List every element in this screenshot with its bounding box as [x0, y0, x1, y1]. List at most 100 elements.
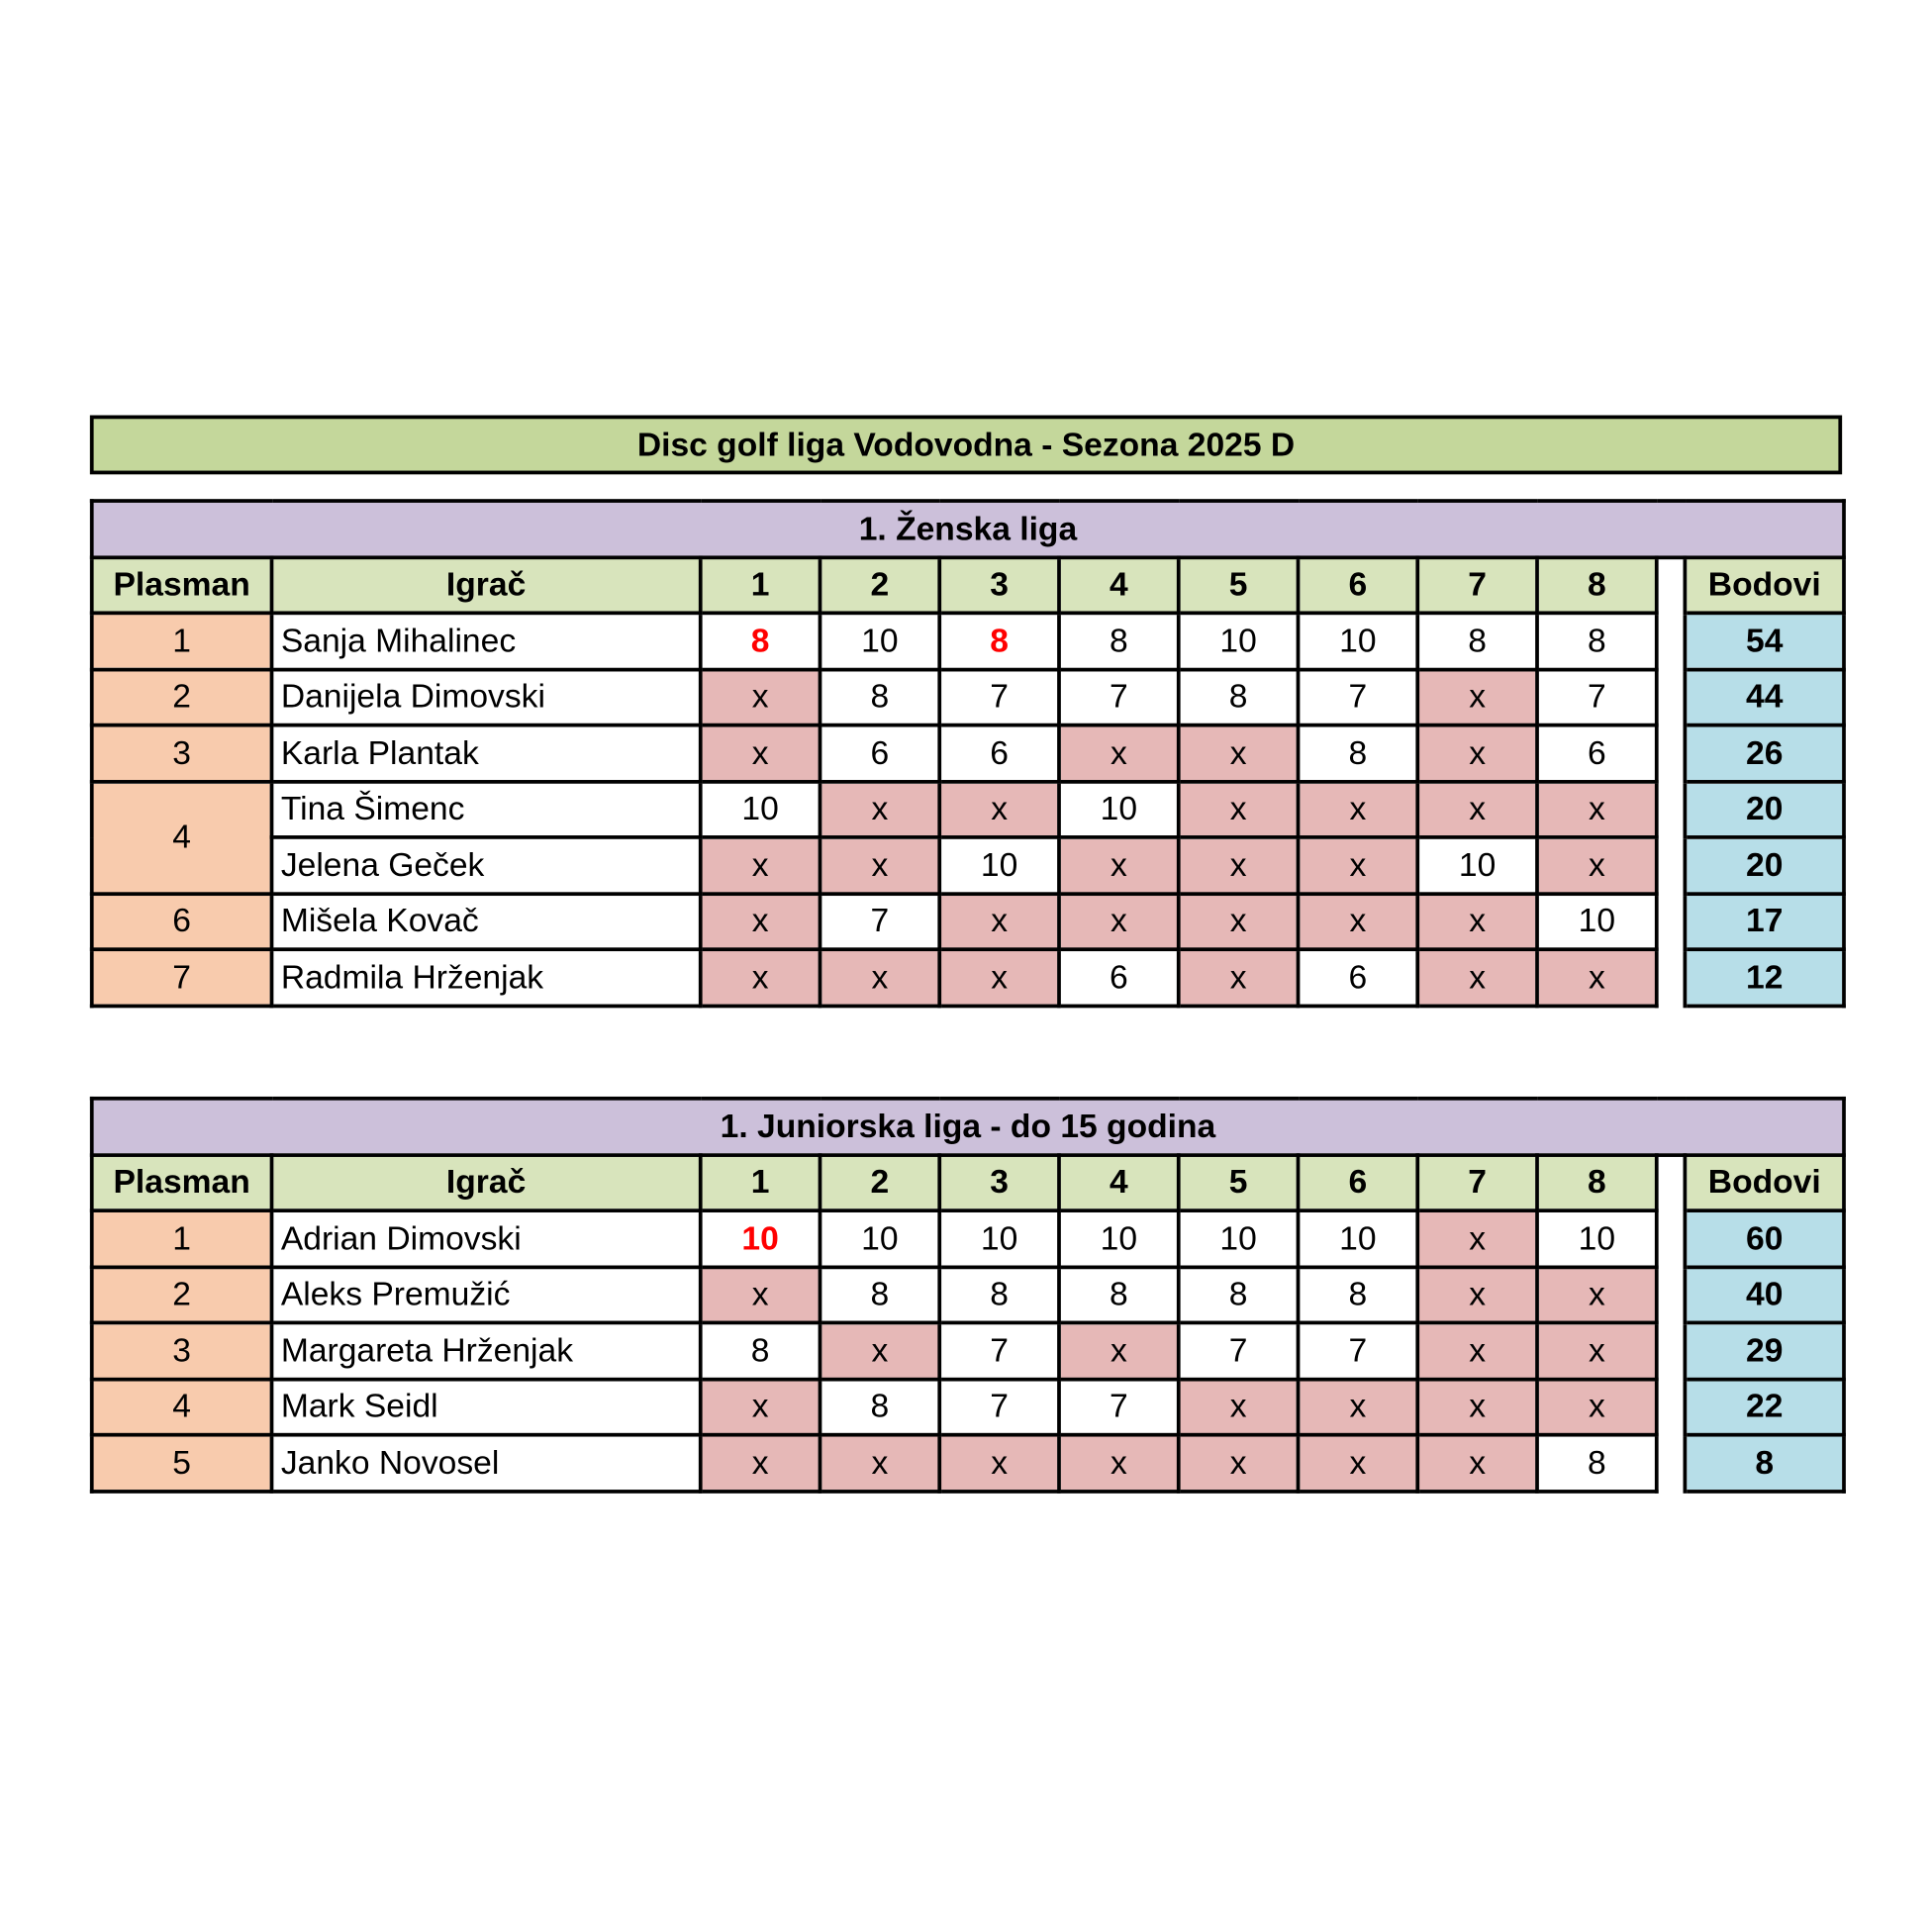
- score-cell: 10: [1535, 891, 1659, 952]
- place-cell: 3: [89, 723, 274, 784]
- score-cell: 8: [698, 1320, 822, 1381]
- player-name: Aleks Premužić: [269, 1264, 703, 1325]
- gap: [1654, 556, 1688, 614]
- score-cell: 7: [1176, 1320, 1301, 1381]
- place-cell: 6: [89, 891, 274, 952]
- player-row: Jelena Geček x x 10 x x x 10 x 20: [92, 835, 1846, 896]
- player-name: Margareta Hrženjak: [269, 1320, 703, 1381]
- score-cell: 7: [1057, 1377, 1181, 1437]
- score-cell: 8: [1415, 611, 1539, 671]
- score-cell: 8: [1176, 667, 1301, 727]
- total-cell: 60: [1683, 1208, 1846, 1269]
- score-cell: 7: [1057, 667, 1181, 727]
- header-cell: Bodovi: [1683, 1152, 1846, 1212]
- score-cell: x: [1415, 1264, 1539, 1325]
- player-name: Tina Šimenc: [269, 779, 703, 839]
- page-title: Disc golf liga Vodovodna - Sezona 2025 D: [89, 415, 1843, 475]
- header-cell: Igrač: [269, 554, 703, 616]
- header-cell: 5: [1176, 554, 1301, 616]
- score-cell: x: [1415, 1432, 1539, 1494]
- gap: [1654, 613, 1688, 669]
- player-row: 5 Janko Novosel x x x x x x x 8 8: [89, 1432, 1846, 1494]
- place-cell: 1: [89, 611, 274, 671]
- score-cell: 10: [937, 1208, 1061, 1269]
- score-cell: 10: [1057, 1208, 1181, 1269]
- score-cell: x: [1057, 723, 1181, 784]
- score-cell: x: [1057, 1432, 1181, 1494]
- league-title-row: 1. Juniorska liga - do 15 godina: [89, 1096, 1846, 1157]
- gap: [1654, 893, 1688, 950]
- league-title: 1. Ženska liga: [89, 499, 1846, 559]
- header-cell: 1: [698, 554, 822, 616]
- total-cell: 20: [1683, 779, 1846, 839]
- score-cell: 10: [1296, 611, 1420, 671]
- score-cell: 8: [1176, 1264, 1301, 1325]
- score-cell: 10: [1057, 779, 1181, 839]
- score-cell: x: [698, 835, 822, 896]
- score-cell: x: [818, 835, 942, 896]
- header-cell: 4: [1057, 554, 1181, 616]
- score-cell: 10: [1176, 611, 1301, 671]
- score-cell: x: [1296, 835, 1420, 896]
- score-cell: x: [1176, 947, 1301, 1008]
- score-cell: 6: [1057, 947, 1181, 1008]
- score-cell: x: [1296, 1432, 1420, 1494]
- league-table: 1. Ženska liga Plasman Igrač 1 2 3 4 5 6 7 8 Bodovi…: [89, 499, 1846, 1008]
- score-cell: 7: [1296, 1320, 1420, 1381]
- total-cell: 40: [1683, 1264, 1846, 1325]
- score-cell: 7: [937, 667, 1061, 727]
- header-cell: 5: [1176, 1152, 1301, 1212]
- score-cell: 10: [698, 1208, 822, 1269]
- place-cell: 2: [89, 667, 274, 727]
- header-cell: 7: [1415, 554, 1539, 616]
- score-cell: x: [818, 947, 942, 1008]
- score-cell: x: [1057, 1320, 1181, 1381]
- header-cell: Plasman: [89, 554, 274, 616]
- score-cell: x: [1415, 1377, 1539, 1437]
- total-cell: 22: [1683, 1377, 1846, 1437]
- score-cell: x: [1176, 723, 1301, 784]
- score-cell: 10: [698, 779, 822, 839]
- gap: [1654, 836, 1688, 894]
- score-cell: 10: [818, 1208, 942, 1269]
- score-cell: 7: [937, 1320, 1061, 1381]
- score-cell: 6: [818, 723, 942, 784]
- player-name: Mišela Kovač: [269, 891, 703, 952]
- header-row: Plasman Igrač 1 2 3 4 5 6 7 8 Bodovi: [89, 1152, 1846, 1212]
- header-cell: 8: [1535, 1152, 1659, 1212]
- score-cell: 8: [818, 1377, 942, 1437]
- player-name: Adrian Dimovski: [269, 1208, 703, 1269]
- player-row: 6 Mišela Kovač x 7 x x x x x 10 17: [89, 891, 1846, 952]
- score-cell: x: [1296, 891, 1420, 952]
- score-cell: 6: [937, 723, 1061, 784]
- header-cell: 7: [1415, 1152, 1539, 1212]
- score-cell: x: [1535, 1320, 1659, 1381]
- score-cell: x: [1535, 779, 1659, 839]
- score-cell: x: [937, 947, 1061, 1008]
- score-cell: x: [1176, 1432, 1301, 1494]
- league-table: 1. Juniorska liga - do 15 godina Plasman I…: [89, 1096, 1846, 1494]
- gap: [1654, 1266, 1688, 1323]
- place-cell: 7: [89, 947, 274, 1008]
- score-cell: x: [1415, 667, 1539, 727]
- score-cell: 7: [937, 1377, 1061, 1437]
- player-name: Janko Novosel: [269, 1432, 703, 1494]
- place-cell: 2: [89, 1264, 274, 1325]
- place-cell: 4: [89, 1377, 274, 1437]
- score-cell: 8: [1296, 723, 1420, 784]
- score-cell: 8: [698, 611, 822, 671]
- gap: [1654, 1210, 1688, 1267]
- gap: [1654, 1434, 1688, 1492]
- score-cell: 8: [937, 611, 1061, 671]
- score-cell: x: [818, 1320, 942, 1381]
- header-cell: 2: [818, 1152, 942, 1212]
- player-name: Danijela Dimovski: [269, 667, 703, 727]
- total-cell: 44: [1683, 667, 1846, 727]
- header-cell: 2: [818, 554, 942, 616]
- score-cell: x: [1535, 947, 1659, 1008]
- header-cell: 1: [698, 1152, 822, 1212]
- score-cell: x: [698, 1377, 822, 1437]
- header-cell: 8: [1535, 554, 1659, 616]
